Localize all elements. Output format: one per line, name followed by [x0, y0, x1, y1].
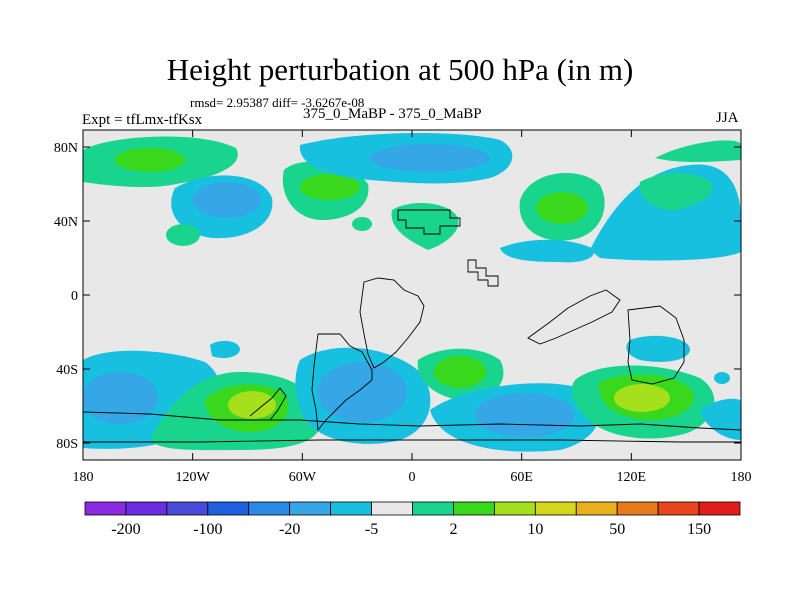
contour-sh-west-small — [210, 340, 240, 358]
colorbar-swatch — [330, 501, 372, 516]
colorbar-swatch — [412, 501, 454, 516]
colorbar-swatch — [657, 501, 700, 516]
colorbar-swatch — [534, 501, 577, 516]
longitude-axis: 180 120W 60W 0 60E 120E 180 — [73, 130, 752, 485]
colorbar-swatch — [248, 501, 291, 516]
coast-south-america — [311, 333, 373, 432]
coast-antarctica-south — [83, 439, 741, 443]
coastlines — [83, 209, 741, 443]
contour-nh-small2 — [352, 217, 372, 231]
contour-sh-atlantic-core — [434, 356, 486, 388]
contour-sh-pacific-core — [228, 391, 276, 419]
coast-asia-peninsula — [527, 289, 621, 345]
contour-sh-west-core — [83, 372, 158, 424]
contour-nh-america-core — [300, 174, 360, 200]
contour-nh-small — [166, 224, 200, 246]
contour-nh-pacific-east-core — [639, 173, 713, 211]
lon-tick-label: 120W — [176, 470, 211, 485]
coast-australia — [627, 305, 685, 385]
coast-greenland — [397, 209, 461, 235]
lat-tick-label: 40N — [54, 215, 78, 230]
colorbar-swatch — [493, 501, 536, 516]
season-label: JJA — [716, 110, 739, 126]
contour-nh-europe — [391, 203, 459, 250]
contour-field — [83, 133, 741, 452]
colorbar-label: 2 — [449, 521, 457, 538]
subtitle: 375_0_MaBP - 375_0_MaBP — [303, 106, 482, 122]
coast-antarctic-peninsula — [249, 387, 287, 421]
coast-asia-islands — [467, 259, 499, 287]
colorbar-swatch — [371, 501, 413, 516]
colorbar-label: -100 — [193, 521, 222, 538]
lon-tick-label: 60E — [510, 470, 533, 485]
colorbar-label: -200 — [111, 521, 140, 538]
colorbar-label: 50 — [609, 521, 625, 538]
contour-nh-atlantic-core — [370, 144, 490, 172]
colorbar-swatch — [616, 501, 659, 516]
lat-tick-label: 80S — [56, 437, 78, 452]
page-title: Height perturbation at 500 hPa (in m) — [166, 52, 634, 87]
colorbar-swatch — [575, 501, 618, 516]
colorbar-label: 10 — [527, 521, 543, 538]
colorbar-swatch — [84, 501, 127, 516]
colorbar: -200 -100 -20 -5 2 10 50 150 — [84, 501, 741, 538]
contour-nh-asia-low — [500, 239, 594, 263]
colorbar-label: -20 — [279, 521, 300, 538]
contour-sh-indian-core — [475, 393, 575, 437]
lat-tick-label: 40S — [56, 363, 78, 378]
contour-nh-west-core — [115, 148, 185, 172]
lon-tick-label: 0 — [409, 470, 416, 485]
experiment-label: Expt = tfLmx-tfKsx — [82, 112, 203, 128]
contour-nh-pacific-core — [193, 182, 261, 218]
lon-tick-label: 180 — [731, 470, 752, 485]
lat-tick-label: 80N — [54, 141, 78, 156]
colorbar-label: 150 — [687, 521, 711, 538]
contour-sh-east-small — [714, 372, 730, 384]
colorbar-label: -5 — [365, 521, 378, 538]
contour-nh-asia-core — [536, 192, 588, 224]
stats-text: rmsd= 2.95387 diff= -3.6267e-08 — [190, 95, 365, 110]
coast-africa — [359, 277, 425, 369]
contour-nh-far-east — [655, 140, 741, 162]
lon-tick-label: 60W — [289, 470, 317, 485]
colorbar-swatch — [125, 501, 168, 516]
lon-tick-label: 120E — [617, 470, 647, 485]
colorbar-swatch — [698, 501, 741, 516]
lon-tick-label: 180 — [73, 470, 94, 485]
colorbar-swatch — [166, 501, 209, 516]
coast-antarctica — [83, 411, 741, 431]
colorbar-swatch — [289, 501, 332, 516]
lat-tick-label: 0 — [71, 289, 78, 304]
contour-sh-australia-core — [614, 384, 670, 412]
latitude-axis: 80N 40N 0 40S 80S — [54, 141, 741, 452]
colorbar-swatch — [207, 501, 250, 516]
contour-sh-australia-low — [626, 335, 690, 362]
colorbar-swatch — [453, 501, 495, 516]
contour-sh-america-core — [317, 362, 407, 422]
